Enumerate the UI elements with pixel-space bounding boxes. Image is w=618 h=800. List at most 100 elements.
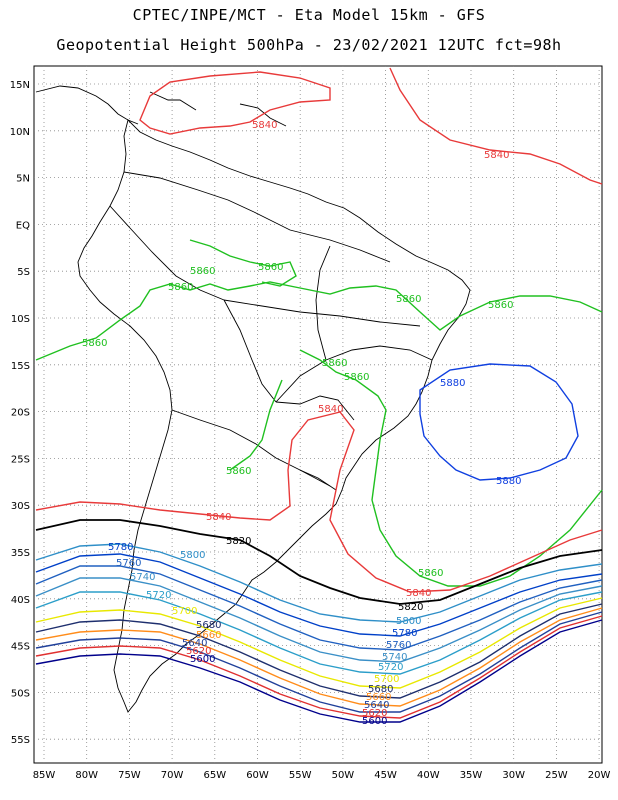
contour-5820	[35, 519, 603, 605]
contour-5780	[35, 553, 603, 637]
contour-label: 5860	[82, 338, 107, 349]
contour-label: 5860	[418, 568, 443, 579]
lon-tick-label: 80W	[75, 770, 98, 781]
contour-label: 5700	[172, 606, 197, 617]
border-uruguay	[299, 469, 337, 491]
contour-5860-amazon	[189, 239, 297, 287]
lat-tick-label: 10N	[10, 127, 30, 138]
lon-tick-label: 60W	[246, 770, 269, 781]
contour-label: 5740	[382, 652, 407, 663]
lat-tick-label: 50S	[11, 688, 30, 699]
contour-5800	[35, 543, 603, 623]
contour-5840-north-2	[389, 67, 603, 185]
contour-label: 5620	[362, 708, 387, 719]
contour-label: 5860	[190, 266, 215, 277]
contour-5860-south	[299, 349, 603, 587]
contour-label: 5880	[496, 476, 521, 487]
contour-label: 5840	[484, 150, 509, 161]
contour-5600	[35, 619, 603, 723]
lat-tick-label: 20S	[11, 408, 30, 419]
map-title-line-1: CPTEC/INPE/MCT - Eta Model 15km - GFS	[132, 6, 486, 24]
lon-tick-label: 50W	[332, 770, 355, 781]
contour-label: 5720	[378, 662, 403, 673]
contour-label: 5680	[196, 620, 221, 631]
contour-lines	[35, 67, 603, 723]
contour-label: 5820	[226, 536, 251, 547]
contour-5640	[35, 611, 603, 713]
lon-tick-label: 85W	[33, 770, 56, 781]
border-guianas	[253, 211, 391, 263]
contour-label: 5880	[440, 378, 465, 389]
lat-tick-label: 15N	[10, 80, 30, 91]
central-america-coast	[35, 85, 139, 125]
contour-label: 5760	[116, 558, 141, 569]
contour-label: 5860	[344, 372, 369, 383]
contour-label: 5800	[396, 616, 421, 627]
contour-label: 5780	[108, 542, 133, 553]
contour-label: 5660	[196, 630, 221, 641]
lon-tick-label: 35W	[460, 770, 483, 781]
lon-tick-label: 75W	[118, 770, 141, 781]
contour-label: 5820	[398, 602, 423, 613]
lat-tick-label: 5S	[17, 267, 30, 278]
contour-label: 5860	[396, 294, 421, 305]
contour-5620	[35, 615, 603, 719]
border-brazil-states	[275, 345, 433, 403]
contour-5700	[35, 597, 603, 689]
contour-label: 5620	[186, 646, 211, 657]
border-colombia-venezuela	[123, 171, 255, 213]
contour-label: 5860	[322, 358, 347, 369]
contour-label: 5640	[364, 700, 389, 711]
contour-label: 5640	[182, 638, 207, 649]
contour-5840-north	[139, 71, 331, 135]
lat-tick-label: 40S	[11, 595, 30, 606]
map-title-line-2: Geopotential Height 500hPa - 23/02/2021 …	[56, 36, 562, 54]
contour-5680	[35, 603, 603, 699]
contour-5860-north	[35, 281, 603, 361]
contour-label: 5860	[258, 262, 283, 273]
contour-5660	[35, 607, 603, 707]
border-paraguay	[275, 395, 355, 421]
contour-5720	[35, 591, 603, 675]
map-ticks: 15N 10N 5N EQ 5S 10S 15S 20S 25S 30S 35S 40S 45S 50S 5…	[10, 80, 611, 781]
lon-tick-label: 65W	[203, 770, 226, 781]
contour-label: 5840	[406, 588, 431, 599]
contour-label: 5800	[180, 550, 205, 561]
border-brazil-states-2	[315, 245, 331, 361]
lat-tick-label: EQ	[16, 220, 30, 231]
contour-label: 5680	[368, 684, 393, 695]
contour-label: 5660	[366, 692, 391, 703]
contour-5880-high	[419, 363, 579, 481]
contour-label: 5860	[488, 300, 513, 311]
central-america-coast-2	[149, 91, 197, 111]
contour-label: 5860	[168, 282, 193, 293]
lat-tick-label: 35S	[11, 548, 30, 559]
border-brazil-north	[223, 299, 421, 327]
lat-tick-label: 55S	[11, 735, 30, 746]
contour-label: 5840	[318, 404, 343, 415]
contour-label: 5700	[374, 674, 399, 685]
border-bolivia	[223, 299, 277, 403]
lat-tick-label: 25S	[11, 454, 30, 465]
lat-tick-label: 15S	[11, 361, 30, 372]
contour-label: 5780	[392, 628, 417, 639]
contour-5860-andes	[229, 379, 283, 471]
lon-tick-label: 45W	[374, 770, 397, 781]
lat-tick-label: 45S	[11, 642, 30, 653]
contour-label: 5600	[362, 716, 387, 727]
lon-tick-label: 30W	[502, 770, 525, 781]
lon-tick-label: 70W	[161, 770, 184, 781]
contour-label: 5600	[190, 654, 215, 665]
contour-label: 5840	[252, 120, 277, 131]
lat-tick-label: 30S	[11, 501, 30, 512]
contour-label: 5860	[226, 466, 251, 477]
contour-5760	[35, 565, 603, 651]
contour-5740	[35, 577, 603, 663]
contour-5840-south	[35, 411, 603, 593]
lon-tick-label: 55W	[289, 770, 312, 781]
lon-tick-label: 20W	[588, 770, 611, 781]
lon-tick-label: 40W	[417, 770, 440, 781]
lon-tick-label: 25W	[545, 770, 568, 781]
border-peru	[109, 205, 225, 301]
